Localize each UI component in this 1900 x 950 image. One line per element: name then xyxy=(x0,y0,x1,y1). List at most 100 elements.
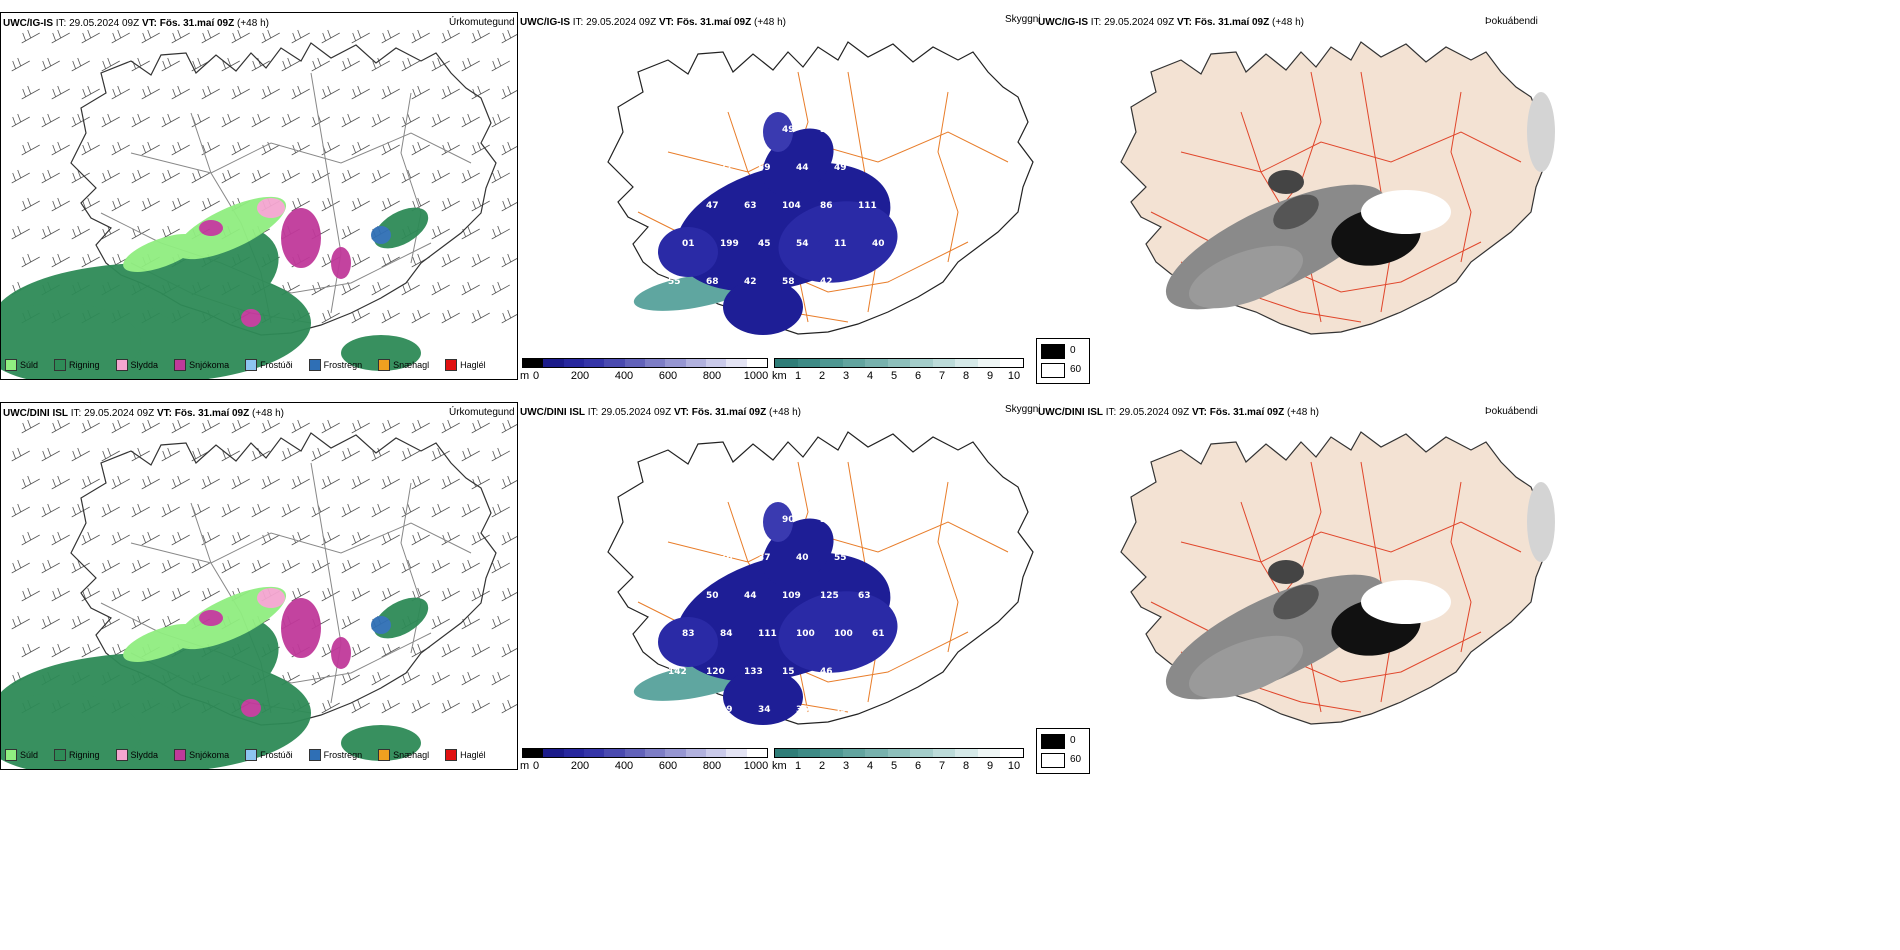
legend-item: Snjókoma xyxy=(174,749,229,761)
cloud-visibility-map[interactable]: 53 71 90 90 52 44 83 36 37 40 55 81 35 50 44 109 125 63 83… xyxy=(518,402,1036,742)
cloud-base-value: 42 xyxy=(858,667,871,677)
product-title: Úrkomutegund xyxy=(449,17,515,28)
rain-area-west xyxy=(1,693,141,769)
cloud-base-value: 35 xyxy=(668,591,681,601)
cloud-base-value: 40 xyxy=(872,239,885,249)
cloud-visibility-map[interactable]: 89 21 196 49 50 75 36 72 59 44 49 40 72 47 63 104 86 111 0… xyxy=(518,12,1036,352)
lead-time: (+48 h) xyxy=(754,17,786,28)
drizzle-area-west xyxy=(123,234,199,272)
legend-item: Slydda xyxy=(115,359,158,371)
colorbar-tick: 4 xyxy=(866,760,874,772)
clear-area xyxy=(1361,190,1451,234)
legend-swatch xyxy=(445,359,458,371)
cloud-base-colorbar xyxy=(522,748,768,758)
fog-fields xyxy=(1165,92,1555,310)
colorbar-tick: 4 xyxy=(866,370,874,382)
colorbar-tick: 2 xyxy=(818,370,826,382)
cloud-base-value: 120 xyxy=(706,667,725,677)
cloud-base-value: 36 xyxy=(796,705,809,715)
cloud-base-value: 104 xyxy=(782,201,801,211)
fog-legend-dark-label: 0 xyxy=(1070,735,1076,746)
fog-map[interactable] xyxy=(1036,12,1556,352)
cloud-base-value: 42 xyxy=(744,277,757,287)
lead-time: (+48 h) xyxy=(769,407,801,418)
cloud-fields xyxy=(633,502,898,725)
colorbar-tick: 3 xyxy=(842,760,850,772)
colorbar-tick: 6 xyxy=(914,370,922,382)
cloud-base-value: 68 xyxy=(706,277,719,287)
legend-label: Frostregn xyxy=(323,360,363,370)
vt-value: Fös. 31.maí 09Z xyxy=(691,407,767,418)
fog-area-central xyxy=(1273,194,1319,230)
cloud-base-value: 125 xyxy=(820,591,839,601)
legend-label: Frostregn xyxy=(323,750,363,760)
precip-fields xyxy=(1,196,429,379)
legend-swatch xyxy=(445,749,458,761)
clear-area xyxy=(1361,580,1451,624)
legend-swatch xyxy=(245,749,258,761)
vt-value: Fös. 31.maí 09Z xyxy=(1194,17,1270,28)
fog-legend-light xyxy=(1041,753,1065,768)
it-label: IT: xyxy=(55,18,67,29)
cloud-base-value: 46 xyxy=(820,667,833,677)
legend-label: Súld xyxy=(20,750,39,760)
legend-swatch xyxy=(54,359,67,371)
legend-swatch xyxy=(54,749,67,761)
colorbar-tick: 9 xyxy=(986,760,994,772)
fog-legend-dark xyxy=(1041,734,1065,749)
cloud-base-value: 81 xyxy=(872,553,885,563)
cloud-base-value: 36 xyxy=(720,553,733,563)
colorbar-tick: 800 xyxy=(702,370,722,382)
legend-item: Rigning xyxy=(54,749,100,761)
legend-swatch xyxy=(115,359,128,371)
cloud-base-value: 111 xyxy=(858,201,877,211)
it-value: 29.05.2024 09Z xyxy=(601,407,672,418)
cloud-base-value: 21 xyxy=(706,125,719,135)
precip-type-map[interactable] xyxy=(1,13,517,379)
it-label: IT: xyxy=(1105,407,1117,418)
cloud-base-value: 11 xyxy=(834,239,847,249)
cloud-base-value: 86 xyxy=(820,201,833,211)
low-cloud-south xyxy=(723,279,803,335)
vt-label: VT: xyxy=(141,18,157,29)
low-cloud-east xyxy=(778,591,898,673)
legend-swatch xyxy=(115,749,128,761)
legend-label: Snjókoma xyxy=(189,360,230,370)
cloud-base-value: 48 xyxy=(858,277,871,287)
it-value: 29.05.2024 09Z xyxy=(586,17,657,28)
legend-item: Snæhagl xyxy=(378,749,429,761)
vt-value: Fös. 31.maí 09Z xyxy=(1209,407,1285,418)
cloud-base-value: 83 xyxy=(682,629,695,639)
precip-type-panel: UWC/IG-IS IT: 29.05.2024 09Z VT: Fös. 31… xyxy=(0,12,518,380)
colorbar-tick: 3 xyxy=(842,370,850,382)
legend-label: Snjókoma xyxy=(189,750,230,760)
lead-time: (+48 h) xyxy=(252,408,284,419)
cloud-visibility-panel: UWC/DINI ISL IT: 29.05.2024 09Z VT: Fös.… xyxy=(518,402,1041,772)
cloud-base-value: 109 xyxy=(782,591,801,601)
colorbar-tick: 10 xyxy=(1007,370,1021,382)
precip-type-map[interactable] xyxy=(1,403,517,769)
legend-item: Snæhagl xyxy=(378,359,429,371)
visibility-ticks: km 1 2 3 4 5 6 7 8 9 10 xyxy=(772,760,1022,772)
legend-label: Frostúði xyxy=(260,750,293,760)
legend-label: Slydda xyxy=(130,750,159,760)
cloud-visibility-panel: UWC/IG-IS IT: 29.05.2024 09Z VT: Fös. 31… xyxy=(518,12,1041,382)
cloud-base-value: 75 xyxy=(858,125,871,135)
rain-area-south xyxy=(341,335,421,371)
cloud-base-value: 42 xyxy=(820,277,833,287)
colorbar-tick: 9 xyxy=(986,370,994,382)
legend-swatch xyxy=(174,749,187,761)
legend-item: Rigning xyxy=(54,359,100,371)
cloud-base-value: 71 xyxy=(706,515,719,525)
cloud-base-ticks: m 0 200 400 600 800 1000 xyxy=(520,370,768,382)
product-title: Þokuábendi xyxy=(1485,406,1538,417)
cloud-base-value: 45 xyxy=(758,239,771,249)
colorbar-tick: 7 xyxy=(938,370,946,382)
fog-map[interactable] xyxy=(1036,402,1556,742)
visibility-unit: km xyxy=(772,370,787,382)
vt-label: VT: xyxy=(1191,407,1207,418)
legend-label: Snæhagl xyxy=(393,360,430,370)
cloud-base-value: 50 xyxy=(820,125,833,135)
fog-legend-light-label: 60 xyxy=(1070,364,1082,375)
cloud-base-value: 47 xyxy=(706,201,719,211)
